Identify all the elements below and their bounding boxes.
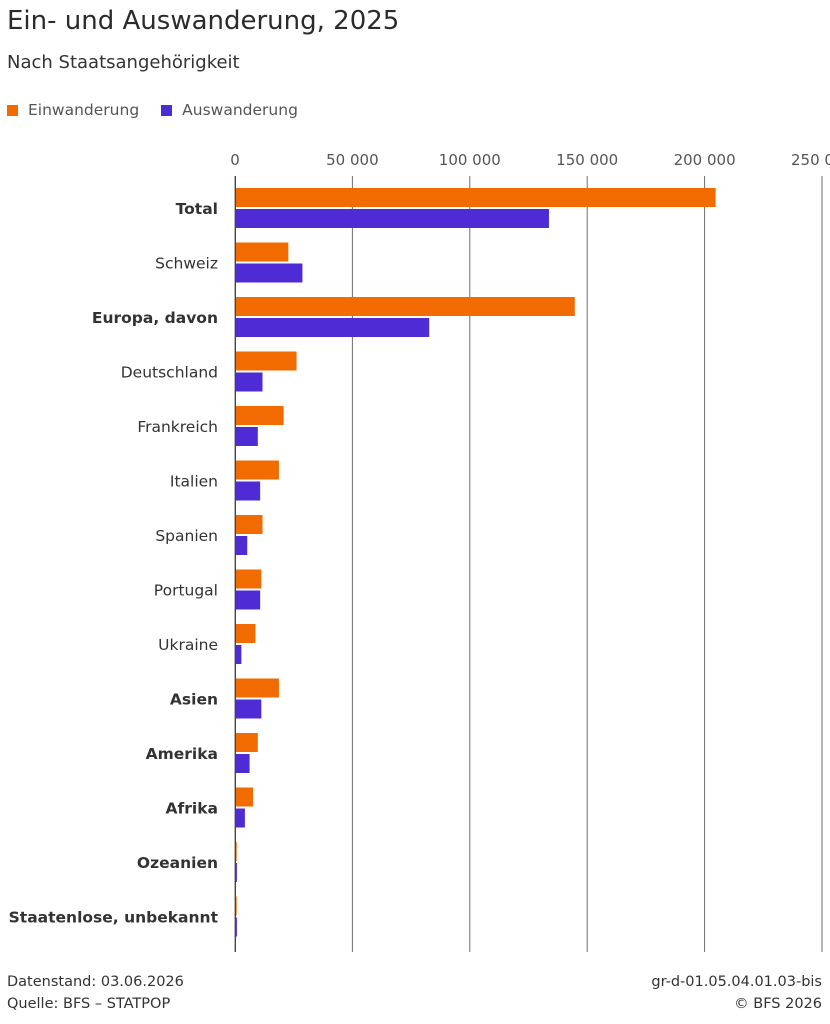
category-label: Deutschland (121, 364, 218, 382)
bar-einwanderung (235, 842, 237, 861)
x-tick-label: 250 000 (791, 151, 830, 169)
copyright-text: © BFS 2026 (734, 996, 822, 1012)
bar-auswanderung (235, 754, 250, 773)
bar-auswanderung (235, 536, 248, 555)
bar-einwanderung (235, 569, 262, 589)
x-tick-label: 50 000 (326, 151, 379, 169)
x-tick-label: 200 000 (674, 151, 736, 169)
bar-einwanderung (235, 896, 237, 916)
bar-auswanderung (235, 427, 258, 446)
legend-label-einwanderung: Einwanderung (28, 101, 140, 119)
category-label: Europa, davon (92, 309, 218, 327)
category-label: Portugal (154, 582, 218, 600)
category-label: Spanien (155, 527, 218, 545)
graphic-code-text: gr-d-01.05.04.01.03-bis (651, 974, 822, 990)
bar-auswanderung (235, 808, 245, 828)
bar-einwanderung (235, 678, 279, 698)
bar-auswanderung (235, 917, 237, 937)
bar-auswanderung (235, 209, 549, 228)
chart-subtitle: Nach Staatsangehörigkeit (7, 52, 240, 73)
bar-einwanderung (235, 242, 289, 262)
legend-item-auswanderung: Auswanderung (161, 101, 298, 119)
bar-auswanderung (235, 263, 303, 283)
category-label: Afrika (166, 800, 218, 818)
bar-einwanderung (235, 297, 575, 316)
x-tick-label: 0 (230, 151, 240, 169)
legend-swatch-einwanderung (7, 104, 18, 116)
bar-auswanderung (235, 699, 262, 719)
bar-einwanderung (235, 515, 263, 534)
bar-einwanderung (235, 624, 256, 643)
bar-auswanderung (235, 318, 430, 337)
bar-auswanderung (235, 590, 261, 610)
bar-einwanderung (235, 406, 284, 425)
legend: Einwanderung Auswanderung (7, 101, 298, 119)
bar-auswanderung (235, 481, 261, 501)
category-label: Ozeanien (137, 854, 218, 872)
legend-item-einwanderung: Einwanderung (7, 101, 139, 119)
bar-auswanderung (235, 863, 237, 882)
category-label: Frankreich (137, 418, 218, 436)
category-label: Asien (170, 691, 218, 709)
bar-einwanderung (235, 733, 258, 752)
category-label: Italien (170, 473, 218, 491)
chart-title: Ein- und Auswanderung, 2025 (7, 6, 400, 36)
category-label: Schweiz (155, 255, 218, 273)
bar-einwanderung (235, 460, 279, 480)
category-label: Total (176, 200, 218, 218)
legend-label-auswanderung: Auswanderung (182, 101, 298, 119)
x-tick-label: 100 000 (439, 151, 501, 169)
bar-auswanderung (235, 645, 242, 664)
quelle-text: Quelle: BFS – STATPOP (7, 996, 171, 1012)
footer-right: gr-d-01.05.04.01.03-bis © BFS 2026 (651, 971, 822, 1015)
category-label: Ukraine (158, 636, 218, 654)
x-tick-label: 150 000 (556, 151, 618, 169)
datenstand-text: Datenstand: 03.06.2026 (7, 974, 184, 990)
bar-einwanderung (235, 351, 297, 371)
category-label: Amerika (146, 745, 218, 763)
footer-left: Datenstand: 03.06.2026 Quelle: BFS – STA… (7, 971, 184, 1015)
bar-einwanderung (235, 188, 716, 207)
bar-auswanderung (235, 372, 263, 392)
bar-einwanderung (235, 787, 254, 807)
legend-swatch-auswanderung (161, 104, 173, 116)
category-label: Staatenlose, unbekannt (9, 909, 219, 927)
